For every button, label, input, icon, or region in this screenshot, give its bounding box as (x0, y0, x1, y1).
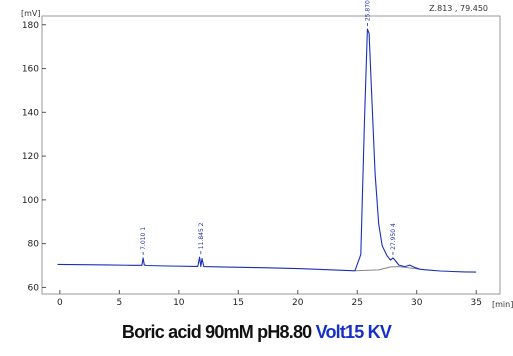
plot-frame (41, 15, 501, 295)
peak-label: 27.950 4 (390, 223, 397, 250)
chromatogram-trace (57, 28, 477, 273)
x-axis-ticks: 0 5 10 15 20 25 30 35 (57, 290, 482, 308)
integration-baseline (354, 266, 421, 272)
y-tick-label: 160 (22, 65, 39, 75)
x-tick-label: 30 (411, 298, 423, 308)
y-tick-label: 100 (22, 196, 39, 206)
y-tick-label: 60 (28, 283, 40, 293)
x-tick-label: 25 (352, 298, 363, 308)
caption-buffer-text: Boric acid 90mM pH8.80 (121, 322, 316, 342)
y-tick-label: 140 (22, 108, 39, 118)
y-axis-unit-label: [mV] (21, 9, 41, 18)
x-tick-label: 35 (470, 298, 481, 308)
y-tick-label: 120 (22, 152, 39, 162)
peak-label: 25.870 3 (365, 0, 372, 21)
chart-caption: Boric acid 90mM pH8.80 Volt15 KV (0, 322, 513, 343)
caption-voltage-text: Volt15 KV (315, 322, 392, 342)
y-axis-ticks: 60 80 100 120 140 160 180 (22, 21, 46, 293)
x-tick-label: 15 (233, 298, 244, 308)
x-tick-label: 20 (292, 298, 304, 308)
x-tick-label: 10 (173, 298, 185, 308)
peak-markers: 7.010 1 11.845 2 25.870 3 27.950 4 (140, 0, 397, 255)
x-tick-label: 5 (116, 298, 122, 308)
peak-label: 7.010 1 (140, 227, 147, 250)
peak-label: 11.845 2 (198, 222, 205, 249)
cursor-readout: Z.813 , 79.450 (429, 4, 488, 13)
x-tick-label: 0 (57, 298, 63, 308)
x-axis-unit-label: [min] (492, 300, 513, 309)
y-tick-label: 80 (28, 240, 40, 250)
y-tick-label: 180 (22, 21, 39, 31)
